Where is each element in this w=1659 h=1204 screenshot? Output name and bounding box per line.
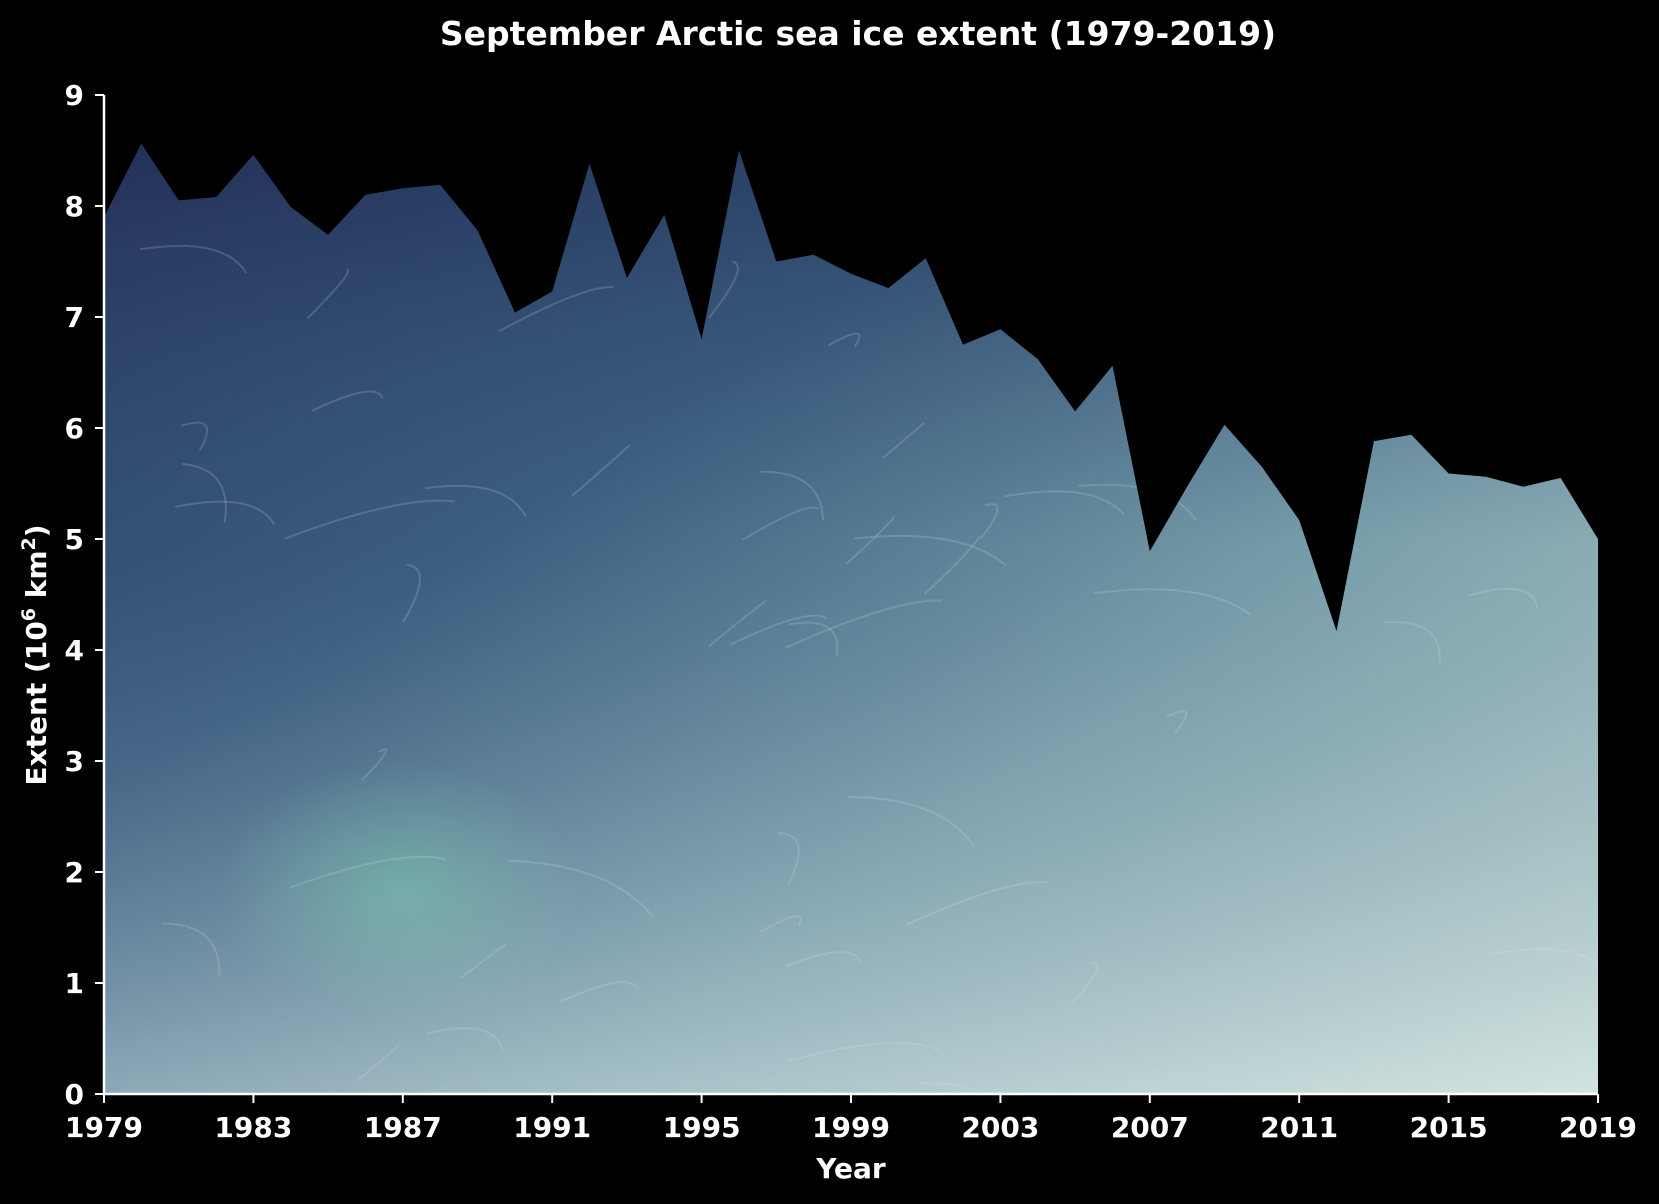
ice-crack [290, 855, 447, 889]
chart-title: September Arctic sea ice extent (1979-20… [440, 14, 1276, 53]
x-tick-label: 1987 [364, 1111, 442, 1144]
ice-crack [788, 1042, 942, 1063]
ice-crack [181, 421, 209, 451]
ice-crack [299, 75, 356, 132]
ice-crack [535, 143, 599, 153]
y-tick-label: 0 [65, 1078, 84, 1111]
y-axis-title-unit: km [20, 550, 53, 608]
ice-crack [360, 748, 388, 782]
ice-crack [162, 922, 221, 976]
ice-crack [827, 332, 861, 348]
ice-crack [1035, 143, 1069, 182]
ice-crack [788, 621, 839, 656]
x-tick-label: 2007 [1111, 1111, 1189, 1144]
y-tick-label: 8 [65, 190, 84, 223]
y-tick-label: 5 [65, 523, 84, 556]
ice-crack [979, 503, 999, 540]
ice-crack [854, 534, 1007, 566]
ice-crack [425, 484, 527, 518]
x-tick-label: 1983 [214, 1111, 292, 1144]
ice-crack [1166, 710, 1188, 735]
ice-crack [1468, 587, 1539, 610]
ice-crack [306, 268, 349, 320]
ice-crack [1071, 962, 1099, 1005]
y-tick-label: 4 [65, 634, 84, 667]
ice-crack [778, 832, 800, 886]
ice-crack [759, 915, 802, 934]
ice-crack [882, 422, 925, 459]
ice-crack [284, 499, 456, 540]
ice-crack [181, 462, 227, 523]
ice-crack [426, 1027, 504, 1051]
y-axis-title-main: Extent (10 [20, 621, 53, 785]
ice-crack [1092, 588, 1252, 616]
ice-crack [933, 97, 951, 120]
ice-crack [708, 260, 739, 319]
ice-crack [918, 1082, 1007, 1095]
ice-crack [1085, 143, 1139, 173]
y-tick-label: 9 [65, 79, 84, 112]
y-tick-label: 6 [65, 412, 84, 445]
ice-crack [1087, 207, 1187, 250]
y-tick-label: 1 [65, 967, 84, 1000]
ice-texture-patch [220, 760, 580, 1020]
ice-crack [507, 859, 654, 918]
ice-crack [1488, 948, 1598, 973]
y-axis-title-sup1: 6 [18, 608, 40, 621]
ice-crack [1383, 620, 1441, 663]
y-tick-label: 2 [65, 856, 84, 889]
ice-crack [498, 286, 614, 333]
ice-crack [1107, 238, 1177, 254]
ice-crack [760, 470, 824, 521]
y-axis-title-close: ) [20, 524, 53, 537]
ice-crack [729, 614, 828, 646]
ice-crack [741, 506, 819, 541]
ice-crack [845, 515, 895, 565]
x-axis: 1979 1983 1987 1991 1995 1999 2003 2007 2011 2015… [65, 1092, 1637, 1144]
ice-crack [923, 535, 981, 596]
x-tick-label: 2019 [1559, 1111, 1637, 1144]
x-tick-label: 2015 [1410, 1111, 1488, 1144]
ice-crack [459, 943, 507, 979]
ice-crack [785, 951, 862, 968]
ice-crack [847, 796, 976, 848]
ice-crack [1249, 170, 1289, 232]
ice-crack [785, 599, 942, 649]
ice-crack [140, 244, 248, 274]
x-tick-label: 2011 [1260, 1111, 1338, 1144]
y-axis-title: Extent (106 km2) [18, 524, 53, 785]
x-tick-label: 1999 [812, 1111, 890, 1144]
ice-crack [357, 1045, 400, 1081]
ice-crack [1530, 406, 1571, 421]
ice-crack [761, 159, 938, 178]
ice-crack [311, 390, 384, 412]
x-tick-label: 2003 [961, 1111, 1039, 1144]
ice-crack [905, 881, 1048, 926]
ice-crack [175, 500, 276, 526]
x-axis-title: Year [815, 1152, 886, 1185]
ice-crack [1004, 490, 1125, 516]
ice-crack [402, 563, 421, 623]
x-tick-label: 1979 [65, 1111, 143, 1144]
y-axis: 0 1 2 3 4 5 6 7 8 9 [65, 79, 106, 1111]
area-fill [104, 75, 1598, 1095]
ice-crack [836, 143, 856, 148]
ice-crack [1343, 254, 1367, 274]
ice-crack [559, 981, 640, 1003]
y-tick-label: 3 [65, 745, 84, 778]
y-axis-title-sup2: 2 [18, 537, 40, 550]
x-tick-label: 1991 [513, 1111, 591, 1144]
y-tick-label: 7 [65, 301, 84, 334]
x-tick-label: 1995 [663, 1111, 741, 1144]
